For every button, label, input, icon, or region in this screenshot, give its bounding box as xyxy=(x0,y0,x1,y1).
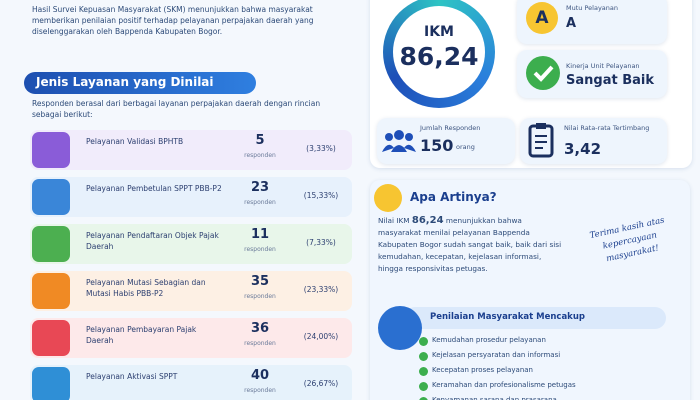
meaning-card xyxy=(370,180,690,400)
aspects-title: Penilaian Masyarakat Mencakup xyxy=(430,312,585,322)
meaning-title: Apa Artinya? xyxy=(410,190,497,204)
service-count: 40 xyxy=(250,368,270,383)
service-count: 11 xyxy=(250,227,270,242)
score-inner xyxy=(393,6,485,98)
average-value: 3,42 xyxy=(564,140,602,158)
meaning-text: Nilai IKM 86,24 menunjukkan bahwa masyar… xyxy=(378,215,564,275)
performance-value: Sangat Baik xyxy=(566,73,654,88)
service-icon xyxy=(32,273,70,309)
service-name: Pelayanan Pembayaran Pajak Daerah xyxy=(86,325,197,345)
aspect-item: Kenyamanan sarana dan prasarana xyxy=(419,396,557,400)
meaning-text-before: Nilai IKM xyxy=(378,216,412,225)
service-name: Pelayanan Pembetulan SPPT PBB-P2 xyxy=(86,184,222,193)
service-unit: responden xyxy=(244,293,276,300)
service-row: Pelayanan Mutasi Sebagian dan Mutasi Hab… xyxy=(30,271,352,311)
meaning-score: 86,24 xyxy=(411,215,444,226)
clipboard-icon xyxy=(528,123,554,158)
service-row: Pelayanan Pendaftaran Objek Pajak Daerah… xyxy=(30,224,352,264)
aspect-item: Kemudahan prosedur pelayanan xyxy=(419,336,546,346)
service-icon xyxy=(32,320,70,356)
aspect-item: Kejelasan persyaratan dan informasi xyxy=(418,351,561,361)
service-percent: (7,33%) xyxy=(306,238,336,247)
aspects-header xyxy=(404,307,666,329)
bulb-icon xyxy=(374,184,402,212)
aspects-icon xyxy=(378,306,422,350)
meaning-text-after: menunjukkan bahwa masyarakat menilai pel… xyxy=(378,216,562,273)
respondents-value: 150 xyxy=(420,136,454,155)
check-mark xyxy=(533,65,554,82)
section-title: Jenis Layanan yang Dinilai xyxy=(36,75,214,89)
score-value: 86,24 xyxy=(399,42,479,71)
service-count: 23 xyxy=(250,180,270,195)
quality-value: A xyxy=(566,16,577,31)
service-name: Pelayanan Aktivasi SPPT xyxy=(86,372,178,381)
service-unit: responden xyxy=(244,387,276,394)
section-description: Responden berasal dari berbagai layanan … xyxy=(32,99,321,119)
respondents-label: Jumlah Responden xyxy=(420,124,481,132)
respondents-unit: orang xyxy=(456,143,475,151)
service-row: Pelayanan Validasi BPHTB 5 responden (3,33%… xyxy=(30,130,352,170)
intro-text: Hasil Survei Kepuasan Masyarakat (SKM) m… xyxy=(32,5,314,36)
service-unit: responden xyxy=(244,152,276,159)
respondents-box xyxy=(377,118,515,164)
service-name: Pelayanan Validasi BPHTB xyxy=(86,137,184,146)
service-icon xyxy=(32,132,70,168)
service-percent: (23,33%) xyxy=(303,285,339,294)
check-icon xyxy=(526,56,560,90)
quality-badge: A xyxy=(526,2,558,34)
service-percent: (24,00%) xyxy=(303,332,339,341)
service-count: 36 xyxy=(250,321,270,336)
service-count: 35 xyxy=(250,274,270,289)
service-unit: responden xyxy=(244,246,276,253)
average-label: Nilai Rata-rata Tertimbang xyxy=(564,124,650,132)
service-row: Pelayanan Pembetulan SPPT PBB-P2 23 respon… xyxy=(30,177,352,217)
service-name: Pelayanan Pendaftaran Objek Pajak Daerah xyxy=(86,231,219,251)
performance-label: Kinerja Unit Pelayanan xyxy=(566,62,640,70)
people-icon xyxy=(382,130,416,152)
service-icon xyxy=(32,179,70,215)
section-header xyxy=(24,72,256,94)
quality-label: Mutu Pelayanan xyxy=(566,4,618,12)
service-unit: responden xyxy=(244,199,276,206)
service-percent: (26,67%) xyxy=(303,379,339,388)
service-percent: (3,33%) xyxy=(306,144,336,153)
service-name: Pelayanan Mutasi Sebagian dan Mutasi Hab… xyxy=(86,278,206,298)
service-row: Pelayanan Pembayaran Pajak Daerah 36 respo… xyxy=(30,318,352,358)
service-unit: responden xyxy=(244,340,276,347)
aspect-item: Kecepatan proses pelayanan xyxy=(419,366,533,376)
service-percent: (15,33%) xyxy=(303,191,339,200)
aspect-item: Keramahan dan profesionalisme petugas xyxy=(419,381,576,391)
score-label: IKM xyxy=(424,24,454,40)
service-icon xyxy=(32,226,70,262)
service-count: 5 xyxy=(255,133,265,148)
service-icon xyxy=(32,367,70,400)
service-row: Pelayanan Aktivasi SPPT 40 responden (26,67… xyxy=(30,365,352,400)
